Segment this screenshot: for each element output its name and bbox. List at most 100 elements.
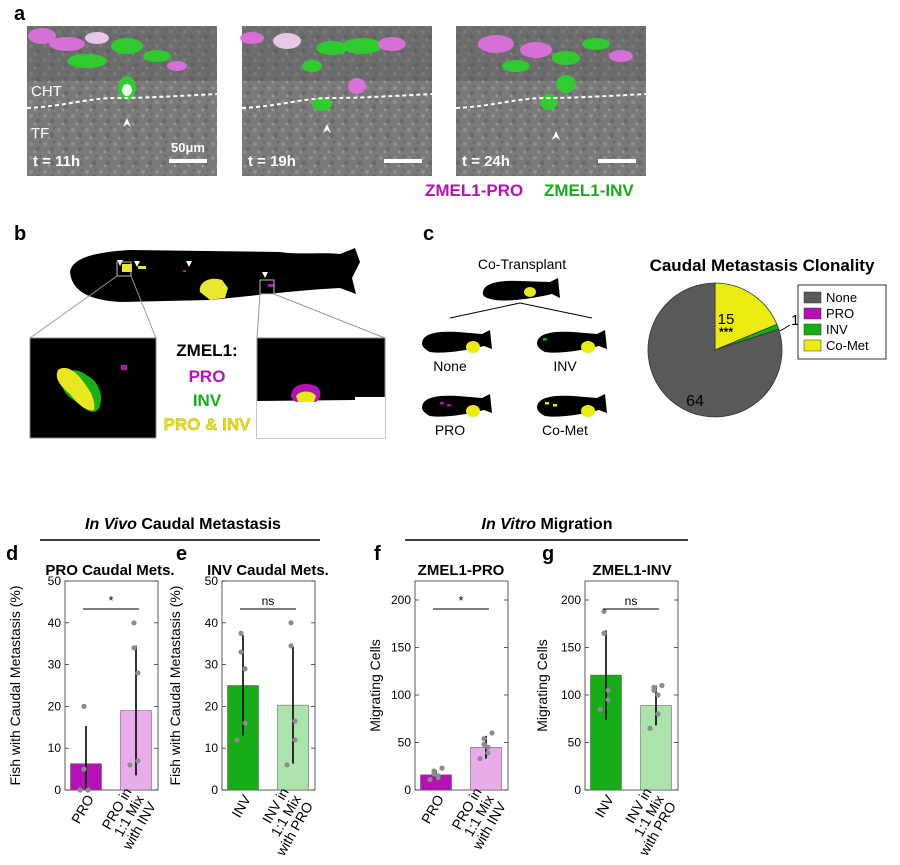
y-axis-label: Fish with Caudal Metastasis (%): [167, 586, 183, 786]
microscopy-frames: t = 11h CHT TF 50μm t = 19h t = 24h: [26, 26, 647, 176]
y-tick-label: 40: [205, 616, 219, 630]
frame-3: t = 24h: [455, 26, 647, 176]
y-tick-label: 20: [205, 699, 219, 713]
y-tick-label: 200: [561, 593, 581, 607]
data-point: [131, 645, 137, 651]
region-cht: CHT: [31, 83, 62, 100]
b-legend-title: ZMEL1:: [176, 341, 237, 360]
data-point: [655, 711, 661, 717]
pie-label-none: 64: [686, 393, 704, 410]
bar-chart-f: ZMEL1-PRO 0 50 100 150 200 Migrating Cells PRO P…: [367, 562, 509, 853]
frame-time: t = 11h: [33, 153, 80, 170]
data-point: [605, 697, 611, 703]
cotransplant-label: Co-Transplant: [478, 256, 566, 272]
y-tick-label: 50: [48, 574, 62, 588]
arrow-icon: [552, 131, 560, 140]
pie-slice-none: [647, 282, 783, 418]
outcome-label: INV: [553, 358, 577, 374]
data-point: [485, 744, 491, 750]
data-point: [439, 765, 445, 771]
chart-title: PRO Caudal Mets.: [45, 562, 174, 579]
legend-swatch: [803, 291, 822, 304]
data-point: [477, 756, 483, 762]
legend-label-pro: PRO: [826, 306, 854, 321]
data-point: [238, 630, 244, 636]
panel-label-b: b: [14, 223, 26, 245]
y-tick-label: 0: [211, 783, 218, 797]
y-tick-label: 150: [391, 641, 411, 655]
panel-label-g: g: [542, 543, 554, 565]
data-point: [481, 736, 487, 742]
chart-title: ZMEL1-PRO: [418, 562, 505, 579]
data-point: [135, 758, 141, 764]
outcome-label: PRO: [435, 422, 465, 438]
y-tick-label: 40: [48, 616, 62, 630]
outcome-label: None: [433, 358, 467, 374]
data-point: [77, 787, 83, 793]
data-point: [431, 768, 437, 774]
significance-label: ns: [625, 594, 638, 608]
inset-right: [256, 337, 386, 439]
x-tick-label: PRO: [68, 792, 97, 826]
bar-chart-g: ZMEL1-INV 0 50 100 150 200 Migrating Cells INV I…: [534, 562, 679, 859]
data-point: [284, 762, 290, 768]
scale-bar: [169, 159, 207, 163]
data-point: [485, 750, 491, 756]
outcome-fish-4: Co-Met: [537, 394, 607, 438]
x-tick-label: INV: [591, 791, 617, 820]
data-point: [288, 620, 294, 626]
y-tick-label: 10: [48, 741, 62, 755]
data-point: [81, 766, 87, 772]
y-tick-label: 50: [398, 736, 412, 750]
panel-label-e: e: [176, 543, 187, 565]
data-point: [292, 718, 298, 724]
y-axis-label: Migrating Cells: [367, 639, 383, 732]
y-tick-label: 150: [561, 641, 581, 655]
chart-title: ZMEL1-INV: [592, 562, 671, 579]
y-tick-label: 30: [48, 658, 62, 672]
data-point: [242, 720, 248, 726]
data-point: [127, 762, 133, 768]
outcome-fish: None INV PRO Co-Met: [422, 330, 607, 438]
arrow-icon: [123, 118, 131, 127]
data-point: [238, 649, 244, 655]
bar-charts: PRO Caudal Mets. 0 10 20 30 40 50 Fish with Cau…: [7, 562, 679, 859]
data-point: [597, 706, 603, 712]
x-tick-label: INV: [228, 791, 254, 820]
arrow-icon: [323, 124, 331, 133]
b-legend-inv: INV: [193, 391, 222, 410]
y-tick-label: 100: [561, 688, 581, 702]
y-tick-label: 0: [574, 783, 581, 797]
x-tick-label: PRO in1:1 Mixwith INV: [444, 784, 509, 853]
data-point: [242, 666, 248, 672]
x-tick-label: PRO: [418, 792, 447, 826]
frame-time: t = 19h: [248, 153, 296, 170]
data-point: [234, 737, 240, 743]
y-tick-label: 50: [568, 736, 582, 750]
legend-swatch: [803, 339, 822, 352]
data-point: [131, 620, 137, 626]
y-tick-label: 100: [391, 688, 411, 702]
y-tick-label: 50: [205, 574, 219, 588]
pie-label-comet: 15: [718, 311, 735, 328]
data-point: [292, 737, 298, 743]
data-point: [601, 608, 607, 615]
data-point: [135, 670, 141, 676]
pie-slice-co-met: [714, 282, 778, 351]
inset-left: [29, 337, 157, 439]
legend-pro-label: ZMEL1-PRO: [425, 181, 523, 200]
svg-text:ZMEL1-PRO ZMEL1-INV: ZMEL1-PRO ZMEL1-INV: [425, 181, 634, 200]
frame-time: t = 24h: [462, 153, 510, 170]
legend-swatch: [803, 307, 822, 320]
pie-label-comet-sig: ***: [719, 325, 733, 339]
frame-2: t = 19h: [240, 26, 433, 176]
data-point: [651, 684, 657, 691]
frame-1: t = 11h CHT TF 50μm: [26, 26, 218, 176]
scale-bar: [598, 159, 636, 163]
data-point: [81, 703, 87, 710]
y-axis-label: Migrating Cells: [534, 639, 550, 732]
data-point: [288, 643, 294, 649]
x-tick-label: PRO in1:1 Mixwith INV: [94, 784, 159, 853]
bar-chart-e: INV Caudal Mets. 0 10 20 30 40 50 Fish with Cau…: [167, 562, 329, 859]
